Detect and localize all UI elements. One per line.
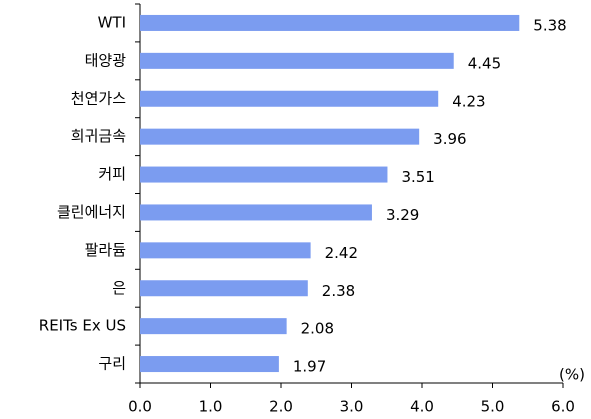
bar xyxy=(140,90,439,107)
bar xyxy=(140,204,372,221)
x-axis-unit: (%) xyxy=(559,366,585,384)
value-label: 3.51 xyxy=(401,168,434,186)
y-tick-label: 은 xyxy=(112,279,126,297)
y-tick-label: REITs Ex US xyxy=(39,317,126,335)
value-label: 3.29 xyxy=(386,206,419,224)
value-label: 2.38 xyxy=(322,282,355,300)
y-tick-label: 구리 xyxy=(98,355,126,373)
bar xyxy=(140,280,308,297)
x-tick-label: 0.0 xyxy=(128,398,152,416)
x-tick-label: 6.0 xyxy=(551,398,575,416)
bar xyxy=(140,14,520,31)
bar xyxy=(140,318,287,335)
value-label: 1.97 xyxy=(293,358,326,376)
x-tick-label: 2.0 xyxy=(269,398,293,416)
bar xyxy=(140,356,279,373)
y-tick-label: 희귀금속 xyxy=(71,127,126,145)
y-tick-label: 태양광 xyxy=(85,51,127,69)
bar xyxy=(140,52,454,69)
value-label: 4.45 xyxy=(468,54,501,72)
value-label: 2.08 xyxy=(301,320,334,338)
value-label: 4.23 xyxy=(452,92,485,110)
y-tick-label: 클린에너지 xyxy=(57,203,126,221)
value-label: 5.38 xyxy=(533,16,566,34)
bar xyxy=(140,242,311,259)
bar xyxy=(140,128,420,145)
x-tick-label: 3.0 xyxy=(340,398,364,416)
x-tick-label: 5.0 xyxy=(481,398,505,416)
x-tick-label: 4.0 xyxy=(410,398,434,416)
y-tick-label: 천연가스 xyxy=(71,89,126,107)
y-tick-label: WTI xyxy=(98,13,126,31)
value-label: 2.42 xyxy=(325,244,358,262)
bar xyxy=(140,166,388,183)
x-tick-label: 1.0 xyxy=(199,398,223,416)
y-tick-label: 팔라듐 xyxy=(85,241,127,259)
value-label: 3.96 xyxy=(433,130,466,148)
y-tick-label: 커피 xyxy=(98,165,126,183)
